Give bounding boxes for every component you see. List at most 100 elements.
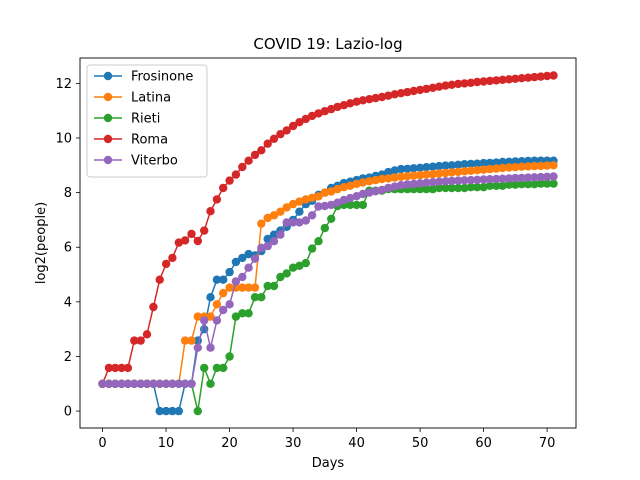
data-point-latina [225, 283, 234, 292]
data-point-rieti [428, 184, 437, 194]
legend-marker-viterbo [103, 155, 113, 165]
data-point-latina [352, 179, 361, 189]
data-point-latina [276, 207, 285, 216]
data-point-rieti [225, 352, 234, 361]
data-point-viterbo [123, 379, 133, 388]
data-point-viterbo [346, 193, 355, 203]
y-tick-label: 12 [55, 77, 72, 92]
data-point-viterbo [98, 379, 107, 388]
data-point-viterbo [466, 175, 476, 185]
data-point-frosinone [409, 164, 418, 173]
data-point-roma [212, 195, 222, 204]
data-point-frosinone [498, 157, 507, 167]
data-point-viterbo [244, 263, 253, 272]
data-point-viterbo [434, 177, 444, 186]
data-point-latina [409, 171, 418, 180]
data-point-viterbo [384, 183, 393, 193]
data-point-viterbo [403, 180, 412, 189]
data-point-latina [187, 336, 196, 345]
data-point-frosinone [238, 253, 247, 263]
data-point-latina [301, 195, 310, 204]
data-point-roma [485, 76, 495, 86]
legend-label-latina: Latina [131, 91, 171, 106]
legend-marker-latina [103, 92, 113, 102]
data-point-viterbo [231, 277, 241, 286]
data-point-rieti [301, 258, 310, 268]
data-point-rieti [466, 183, 476, 192]
data-point-viterbo [193, 343, 202, 352]
data-point-viterbo [498, 174, 507, 183]
data-point-rieti [231, 312, 241, 321]
data-point-roma [441, 81, 450, 90]
data-point-frosinone [231, 257, 241, 267]
data-point-roma [358, 96, 368, 105]
data-point-viterbo [276, 230, 285, 239]
data-point-roma [352, 97, 361, 106]
chart-title: COVID 19: Lazio-log [253, 35, 402, 53]
data-point-viterbo [441, 177, 450, 186]
data-point-rieti [498, 181, 507, 190]
data-point-roma [136, 336, 145, 345]
data-point-roma [415, 85, 425, 95]
data-point-rieti [434, 183, 444, 193]
data-point-roma [314, 109, 323, 118]
data-point-frosinone [206, 293, 215, 302]
data-point-latina [523, 162, 533, 171]
data-point-roma [320, 107, 329, 116]
data-point-latina [466, 166, 476, 175]
data-point-roma [346, 99, 355, 108]
data-point-rieti [517, 180, 526, 189]
data-point-rieti [314, 237, 323, 246]
data-point-frosinone [396, 164, 406, 174]
data-point-roma [523, 73, 533, 82]
data-point-viterbo [320, 201, 329, 211]
data-point-roma [238, 162, 247, 172]
data-point-roma [219, 183, 228, 193]
data-point-viterbo [371, 187, 380, 196]
data-point-frosinone [244, 249, 253, 259]
data-point-roma [339, 101, 349, 110]
data-point-roma [498, 75, 507, 85]
data-point-latina [549, 161, 558, 170]
data-point-roma [117, 363, 126, 373]
data-point-roma [327, 104, 336, 114]
data-point-roma [263, 139, 272, 148]
data-point-roma [536, 72, 545, 81]
data-point-viterbo [365, 188, 374, 197]
data-point-frosinone [492, 158, 501, 167]
y-tick-label: 2 [64, 350, 72, 365]
data-point-viterbo [295, 218, 304, 227]
data-point-latina [206, 312, 215, 321]
data-point-viterbo [479, 175, 488, 184]
data-point-roma [447, 80, 456, 90]
data-point-latina [454, 167, 463, 177]
data-point-latina [269, 211, 279, 220]
y-axis-label: log2(people) [34, 202, 49, 284]
data-point-viterbo [117, 379, 126, 388]
data-point-rieti [504, 180, 514, 189]
data-point-frosinone [384, 167, 393, 177]
data-point-roma [409, 86, 418, 96]
data-point-frosinone [155, 406, 164, 416]
data-point-rieti [454, 183, 463, 193]
data-point-frosinone [403, 164, 412, 174]
data-point-rieti [250, 293, 260, 302]
data-point-viterbo [339, 195, 349, 205]
data-point-roma [384, 91, 393, 100]
series-layer [98, 71, 558, 416]
data-point-roma [168, 253, 177, 263]
data-point-latina [517, 162, 526, 171]
data-point-latina [257, 219, 266, 228]
series-roma [98, 71, 558, 388]
data-point-latina [447, 168, 456, 177]
data-point-viterbo [549, 172, 558, 181]
data-point-roma [479, 77, 488, 86]
series-viterbo [98, 172, 558, 388]
data-point-roma [301, 114, 310, 124]
data-point-rieti [352, 200, 361, 210]
data-point-viterbo [415, 179, 425, 188]
data-point-roma [225, 176, 234, 185]
data-point-latina [244, 283, 253, 292]
x-tick-label: 60 [475, 436, 492, 451]
